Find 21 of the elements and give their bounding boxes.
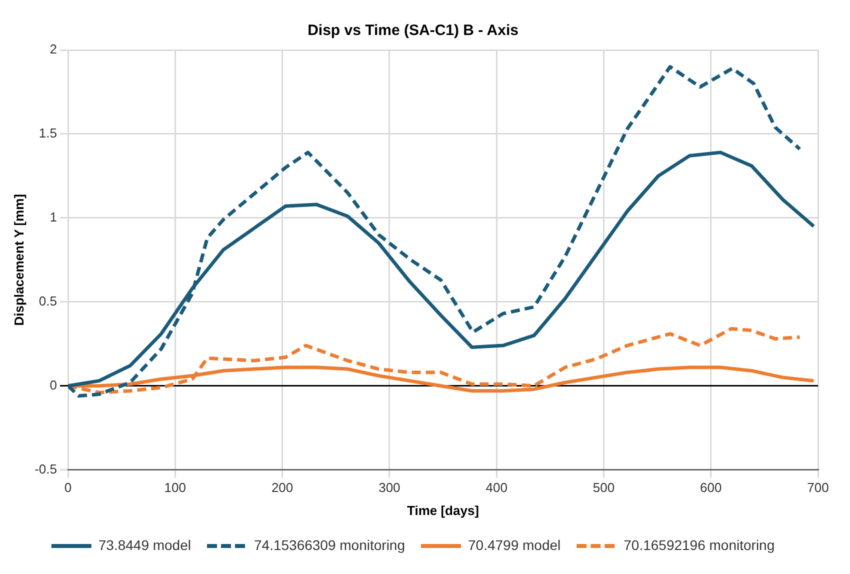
legend-label: 74.15366309 monitoring — [254, 536, 406, 553]
x-tick-label: 100 — [164, 480, 186, 496]
x-tick-label: 300 — [378, 480, 400, 496]
x-tick-label: 0 — [64, 480, 72, 496]
y-tick-label: 1.5 — [38, 126, 57, 141]
y-tick-label: 0 — [50, 377, 57, 392]
y-tick-label: 0.5 — [38, 293, 57, 308]
y-tick-label: 2 — [50, 42, 57, 57]
x-tick-label: 700 — [807, 480, 829, 496]
legend-label: 73.8449 model — [98, 536, 192, 553]
chart-title: Disp vs Time (SA-C1) B - Axis — [308, 22, 518, 40]
y-tick-label: 1 — [50, 210, 57, 224]
legend-label: 70.16592196 monitoring — [624, 536, 775, 553]
x-tick-label: 400 — [486, 480, 508, 496]
x-axis-title: Time [days] — [406, 502, 480, 518]
legend-label: 70.4799 model — [468, 536, 561, 553]
y-tick-label: -0.5 — [34, 461, 57, 476]
y-axis-title: Displacement Y [mm] — [11, 194, 26, 326]
x-tick-label: 200 — [271, 480, 294, 496]
x-tick-label: 500 — [592, 480, 615, 496]
x-tick-label: 600 — [700, 480, 722, 496]
